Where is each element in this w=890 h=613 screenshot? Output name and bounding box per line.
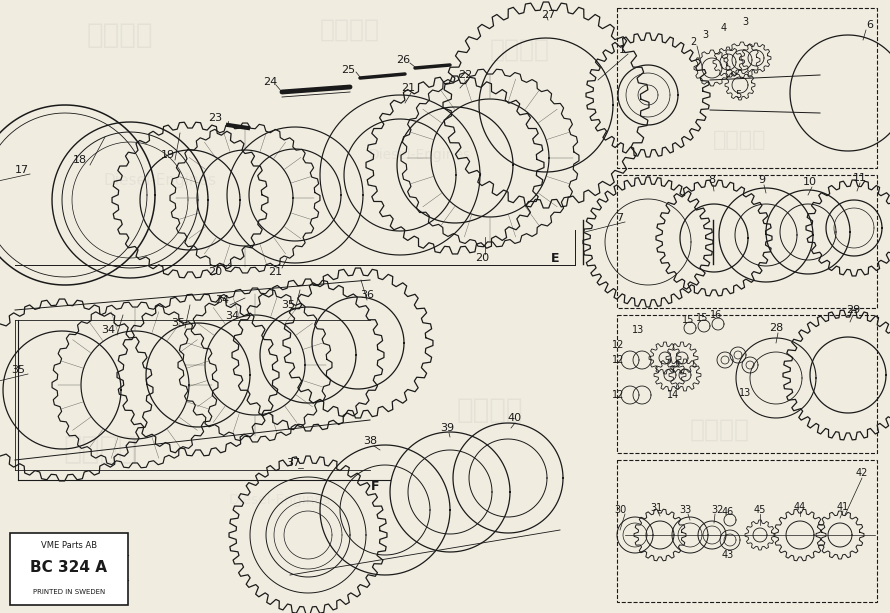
Text: 6: 6 <box>867 20 873 30</box>
Text: 40: 40 <box>508 413 522 423</box>
Text: 12: 12 <box>611 340 624 350</box>
Text: 紫发动力: 紫发动力 <box>320 18 380 42</box>
Text: 16: 16 <box>710 310 722 320</box>
Text: 19: 19 <box>161 150 175 160</box>
Text: 27: 27 <box>541 10 555 20</box>
Text: 45: 45 <box>754 505 766 515</box>
Text: 5: 5 <box>735 90 741 100</box>
Text: 20: 20 <box>208 267 222 277</box>
Text: 13: 13 <box>632 325 644 335</box>
Text: 18: 18 <box>73 155 87 165</box>
Text: 12: 12 <box>611 355 624 365</box>
Text: 33: 33 <box>679 505 692 515</box>
Text: 3: 3 <box>702 30 708 40</box>
Text: 4: 4 <box>721 23 727 33</box>
Text: 22: 22 <box>457 70 472 80</box>
Text: 26: 26 <box>396 55 410 65</box>
Text: 紫发动力: 紫发动力 <box>713 130 767 150</box>
Text: 34: 34 <box>101 325 115 335</box>
Text: 43: 43 <box>722 550 734 560</box>
Text: 37: 37 <box>286 458 300 468</box>
Text: BC 324 A: BC 324 A <box>30 560 108 575</box>
Text: 36: 36 <box>360 290 374 300</box>
Text: 23: 23 <box>208 113 222 123</box>
Text: 46: 46 <box>722 507 734 517</box>
Text: Diesel-Engines: Diesel-Engines <box>229 493 331 507</box>
Text: 24: 24 <box>263 77 277 87</box>
Bar <box>10 533 128 605</box>
Text: 34: 34 <box>225 311 239 321</box>
Text: VME Parts AB: VME Parts AB <box>41 541 97 550</box>
Text: 21: 21 <box>400 83 415 93</box>
Text: 紫发动力: 紫发动力 <box>690 418 750 442</box>
Text: 28: 28 <box>769 323 783 333</box>
Text: 41: 41 <box>837 502 849 512</box>
Text: 35: 35 <box>171 318 185 328</box>
Text: 17: 17 <box>15 165 29 175</box>
Text: 3: 3 <box>742 17 748 27</box>
Text: 29: 29 <box>846 305 860 315</box>
Text: 39: 39 <box>440 423 454 433</box>
Text: Diesel-Engines: Diesel-Engines <box>103 172 216 188</box>
Text: 1: 1 <box>619 45 626 55</box>
Text: 20: 20 <box>475 253 490 263</box>
Text: 35: 35 <box>11 365 25 375</box>
Text: 31: 31 <box>650 503 662 513</box>
Text: 9: 9 <box>758 175 765 185</box>
Text: 30: 30 <box>614 505 627 515</box>
Text: 13: 13 <box>739 388 751 398</box>
Text: 紫发动力: 紫发动力 <box>490 38 550 62</box>
Text: 44: 44 <box>794 502 806 512</box>
Text: PRINTED IN SWEDEN: PRINTED IN SWEDEN <box>33 590 105 595</box>
Text: 紫发动力: 紫发动力 <box>63 435 136 465</box>
Text: 42: 42 <box>856 468 868 478</box>
Text: 2: 2 <box>690 37 696 47</box>
Text: 25: 25 <box>341 65 355 75</box>
Text: 10: 10 <box>803 177 817 187</box>
Text: 14: 14 <box>667 390 679 400</box>
Text: 34: 34 <box>215 295 229 305</box>
Text: E: E <box>551 251 559 264</box>
Text: 32: 32 <box>711 505 724 515</box>
Text: 7: 7 <box>617 213 624 223</box>
Text: 15: 15 <box>696 313 708 323</box>
Text: F: F <box>371 481 379 493</box>
Text: 38: 38 <box>363 436 377 446</box>
Text: 8: 8 <box>708 175 716 185</box>
Text: 15: 15 <box>682 315 694 325</box>
Text: 紫发动力: 紫发动力 <box>457 396 523 424</box>
Text: 11: 11 <box>853 173 867 183</box>
Text: 35: 35 <box>281 300 295 310</box>
Text: 21: 21 <box>268 267 282 277</box>
Text: Diesel-Engines: Diesel-Engines <box>369 148 471 162</box>
Text: 12: 12 <box>611 390 624 400</box>
Text: 紫发动力: 紫发动力 <box>86 21 153 49</box>
